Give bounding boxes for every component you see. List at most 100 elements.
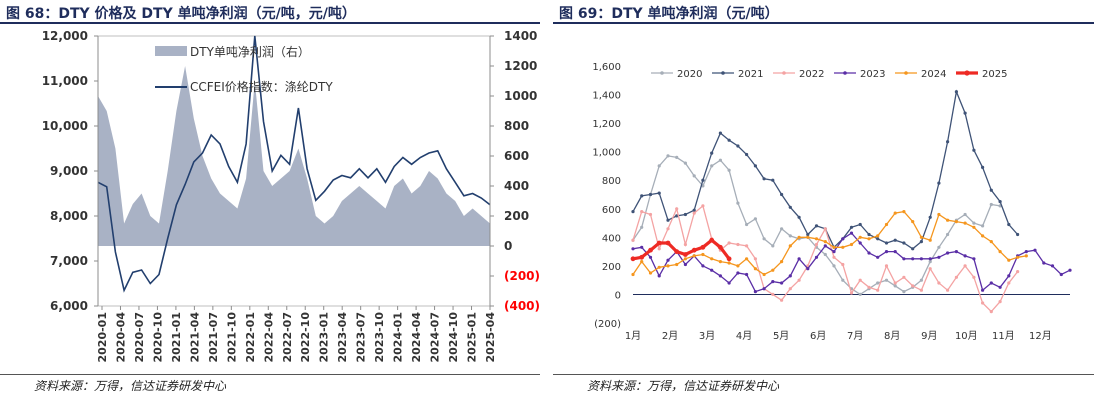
series-point-2024 [998,250,1002,254]
series-point-2023 [1050,264,1055,268]
y-tick-label: 400 [602,233,621,244]
x-tick-label: 1月 [625,330,641,342]
series-point-2024 [675,262,679,267]
series-point-2025 [726,256,732,262]
x-tick-label: 2022-04 [262,312,275,363]
series-point-2024 [788,244,792,248]
series-point-2022 [989,310,993,314]
series-point-2023 [657,274,661,278]
series-point-2023 [832,250,836,254]
x-tick-label: 2022-01 [244,312,257,363]
series-point-2024 [640,260,644,264]
series-point-2020 [858,292,862,296]
series-point-2020 [946,232,950,237]
series-point-2023 [981,288,985,292]
x-tick-label: 2021-01 [170,312,183,363]
y-tick-label: 1,600 [592,62,621,73]
series-point-2020 [989,202,993,207]
series-point-2023 [631,247,635,251]
series-point-2021 [902,241,906,245]
y-tick-label: 200 [602,262,621,273]
series-point-2021 [648,192,653,197]
series-point-2025 [630,256,636,262]
series-point-2023 [858,241,862,245]
series-point-2021 [1007,222,1011,227]
series-point-2020 [745,222,749,227]
series-point-2022 [631,238,635,242]
series-point-2022 [911,284,915,288]
series-point-2024 [648,271,653,275]
x-tick-label: 2025-04 [484,312,497,363]
figure-69-panel: 图 69：DTY 单吨净利润（元/吨） (200) 0 200 400 600 800 1,… [553,0,1094,400]
series-point-2020 [919,278,923,282]
y-right-tick-label: 800 [504,119,529,133]
series-point-2023 [666,258,670,262]
price-line [97,35,491,293]
series-point-2023 [771,280,775,284]
series-point-2024 [1024,254,1028,258]
y-left-tick-label: 12,000 [42,29,88,43]
series-point-2021 [858,222,862,227]
series-point-2022 [1016,270,1020,274]
profit-by-year-chart: (200) 0 200 400 600 800 1,000 1,200 1,400 1,600 1月… [592,62,1072,342]
source-rule [553,374,1094,375]
series-point-2025 [656,240,662,246]
series-point-2021 [893,238,897,242]
source-rule [0,374,540,375]
series-point-2024 [858,235,862,239]
series-point-2022 [876,288,880,292]
y-left-tick-label: 7,000 [50,254,88,268]
series-point-2022 [963,264,967,268]
series-point-2024 [745,257,749,261]
series-point-2021 [937,181,941,185]
x-tick-label: 2020-10 [151,312,164,363]
series-point-2024 [666,264,670,268]
figure-69-source: 资料来源：万得，信达证券研发中心 [587,379,780,393]
x-tick-label: 10月 [955,330,978,342]
series-point-2020 [788,234,792,238]
series-point-2020 [718,158,722,162]
series-point-2023 [736,271,740,275]
y-right-tick-label: 600 [504,149,529,163]
series-point-2023 [753,290,757,294]
series-point-2024 [771,268,775,272]
series-point-2025 [674,249,680,255]
series-point-2024 [832,245,836,249]
series-point-2022 [981,301,985,305]
series-point-2023 [710,268,714,272]
y-tick-label: 600 [602,205,621,216]
series-point-2024 [823,240,827,244]
series-point-2022 [823,227,827,231]
series-point-2024 [911,220,915,224]
series-point-2024 [710,257,714,261]
series-point-2021 [762,177,766,181]
series-point-2023 [841,237,845,241]
series-point-2022 [745,244,749,248]
series-point-2023 [823,244,827,248]
y-tick-label: 0 [615,290,621,301]
series-point-2023 [884,250,889,254]
series-point-2025 [718,244,723,250]
series-point-2021 [657,191,661,195]
series-point-2024 [736,264,740,268]
series-point-2021 [727,138,731,142]
series-point-2023 [928,257,932,261]
series-point-2022 [841,262,845,267]
x-tick-label: 2022-10 [299,312,312,363]
series-point-2021 [946,140,950,144]
series-point-2020 [736,201,740,205]
series-point-2023 [911,257,915,261]
series-point-2022 [972,275,976,279]
series-point-2022 [640,210,644,214]
legend-label-price: CCFEI价格指数：涤纶DTY [190,79,333,94]
series-point-2024 [981,234,985,238]
x-tick-label: 2023-01 [318,312,331,363]
series-point-2021 [981,165,985,169]
y-right-tick-label: (200) [504,269,540,283]
series-point-2021 [998,200,1002,204]
y-right-tick-label: (400) [504,299,540,313]
series-point-2024 [867,237,871,241]
series-point-2020 [666,154,670,158]
series-point-2021 [972,148,976,152]
series-point-2022 [675,207,679,211]
